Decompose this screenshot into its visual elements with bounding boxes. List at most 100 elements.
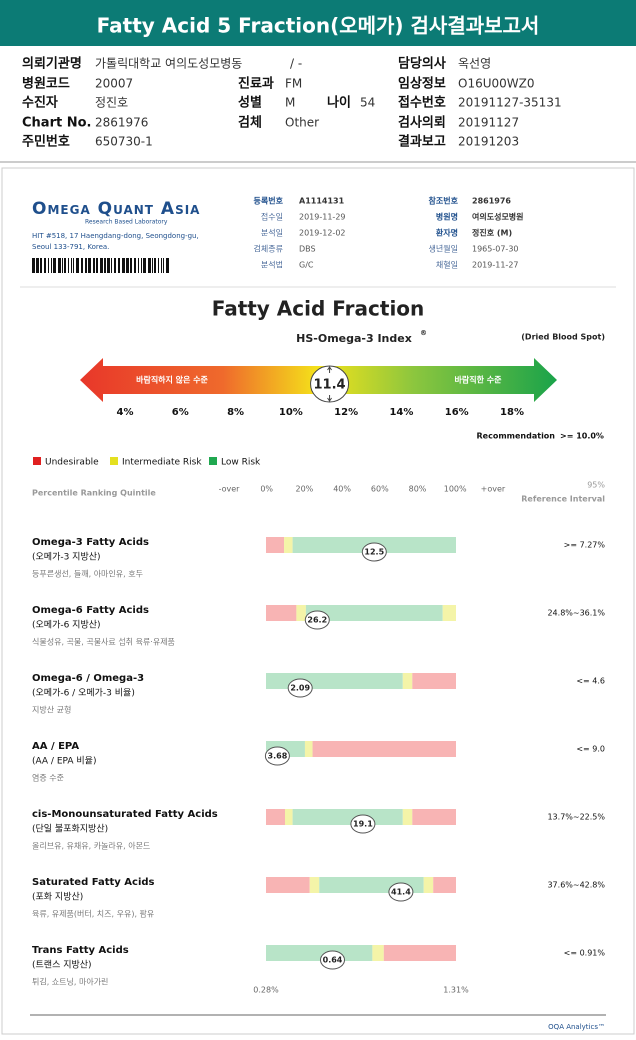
info-value: O16U00WZ0 bbox=[458, 77, 535, 91]
barcode-bar bbox=[32, 258, 35, 273]
barcode-bar bbox=[122, 258, 125, 273]
row-reference: <= 4.6 bbox=[576, 677, 605, 686]
lab-field-value: A1114131 bbox=[299, 197, 345, 206]
recommendation-value: >= 10.0% bbox=[560, 432, 604, 441]
index-title: HS-Omega-3 Index bbox=[296, 332, 412, 345]
barcode-bar bbox=[71, 258, 72, 273]
ref-header: 95% bbox=[587, 481, 605, 490]
gauge-tick-label: 12% bbox=[334, 407, 358, 418]
barcode-bar bbox=[166, 258, 169, 273]
row-foods: 염증 수준 bbox=[32, 774, 64, 783]
zone-segment bbox=[266, 673, 403, 689]
lab-field-label: 등록번호 bbox=[254, 196, 284, 206]
legend-swatch bbox=[209, 457, 217, 465]
row-value: 3.68 bbox=[268, 752, 288, 761]
zone-segment bbox=[412, 673, 456, 689]
scale-label: 20% bbox=[296, 485, 314, 494]
barcode-bar bbox=[36, 258, 39, 273]
row-name: Omega-3 Fatty Acids bbox=[32, 537, 149, 548]
gauge-marker bbox=[310, 365, 350, 403]
info-value: 옥선영 bbox=[458, 57, 491, 71]
info-label: 수진자 bbox=[22, 95, 58, 111]
gauge-value: 11.4 bbox=[314, 378, 346, 393]
lab-tagline: Research Based Laboratory bbox=[85, 219, 168, 226]
barcode-bar bbox=[114, 258, 116, 273]
lab-field-label: 접수일 bbox=[261, 212, 283, 222]
info-value: M bbox=[285, 96, 295, 110]
barcode-bar bbox=[62, 258, 63, 273]
recommendation-label: Recommendation bbox=[477, 432, 556, 441]
info-value: Other bbox=[285, 116, 319, 130]
barcode-bar bbox=[93, 258, 95, 273]
barcode bbox=[32, 258, 169, 273]
row-value: 0.64 bbox=[323, 956, 343, 965]
value-marker bbox=[388, 882, 414, 902]
row-korean: (오메가-6 / 오메가-3 비율) bbox=[32, 688, 135, 699]
legend-label: Undesirable bbox=[45, 458, 99, 468]
gauge-tick-label: 18% bbox=[500, 407, 524, 418]
barcode-bar bbox=[64, 258, 66, 273]
row-korean: (오메가-3 지방산) bbox=[32, 552, 101, 563]
info-label: 주민번호 bbox=[22, 134, 70, 150]
zone-segment bbox=[266, 809, 285, 825]
info-value: / - bbox=[290, 57, 302, 71]
lab-field-value: G/C bbox=[299, 261, 314, 270]
barcode-bar bbox=[138, 258, 139, 273]
info-label: Chart No. bbox=[22, 116, 91, 131]
lab-field-label: 분석법 bbox=[261, 260, 283, 270]
row-korean: (단일 불포화지방산) bbox=[32, 824, 108, 835]
zone-segment bbox=[304, 741, 313, 757]
row-reference: <= 0.91% bbox=[564, 949, 606, 958]
barcode-bar bbox=[152, 258, 153, 273]
zone-segment bbox=[285, 809, 293, 825]
lab-field-value: 2019-12-02 bbox=[299, 229, 346, 238]
row-value: 12.5 bbox=[364, 548, 384, 557]
row-reference: 13.7%~22.5% bbox=[547, 813, 605, 822]
gauge-tick-label: 6% bbox=[172, 407, 189, 418]
lab-field-value: 2019-11-29 bbox=[299, 213, 346, 222]
section-title: Fatty Acid Fraction bbox=[212, 297, 425, 321]
info-label: 나이 bbox=[327, 95, 351, 111]
barcode-bar bbox=[134, 258, 136, 273]
value-marker bbox=[287, 678, 313, 698]
barcode-bar bbox=[81, 258, 83, 273]
lab-field-value: DBS bbox=[299, 245, 316, 254]
row-foods: 등푸른생선, 들깨, 아마인유, 호두 bbox=[32, 569, 143, 579]
lab-field-value: 정진호 (M) bbox=[472, 228, 512, 238]
zone-segment bbox=[433, 877, 456, 893]
info-label: 임상정보 bbox=[398, 76, 446, 92]
barcode-bar bbox=[51, 258, 52, 273]
legend-swatch bbox=[110, 457, 118, 465]
scale-label: +over bbox=[481, 485, 506, 494]
info-value: 54 bbox=[360, 96, 375, 110]
scale-label: 40% bbox=[333, 485, 351, 494]
footer-brand: OQA Analytics™ bbox=[548, 1023, 605, 1031]
barcode-bar bbox=[68, 258, 69, 273]
barcode-bar bbox=[148, 258, 151, 273]
lab-address: HIT #518, 17 Haengdang-dong, Seongdong-g… bbox=[32, 232, 199, 240]
gauge-right-label: 바람직한 수준 bbox=[455, 375, 503, 385]
legend-label: Low Risk bbox=[221, 458, 261, 468]
gauge-tick-label: 10% bbox=[279, 407, 303, 418]
row-reference: 37.6%~42.8% bbox=[547, 881, 605, 890]
info-value: 2861976 bbox=[95, 116, 148, 130]
barcode-bar bbox=[126, 258, 129, 273]
gauge-left-label: 바람직하지 않은 수준 bbox=[136, 375, 208, 385]
row-reference: >= 7.27% bbox=[564, 541, 606, 550]
value-marker bbox=[361, 542, 387, 562]
zone-segment bbox=[402, 673, 413, 689]
lab-field-label: 참조번호 bbox=[429, 196, 459, 206]
barcode-bar bbox=[141, 258, 142, 273]
value-marker bbox=[320, 950, 345, 970]
scale-label: 60% bbox=[371, 485, 389, 494]
row-korean: (트랜스 지방산) bbox=[32, 960, 92, 971]
lab-field-label: 병원명 bbox=[436, 212, 458, 222]
info-label: 의뢰기관명 bbox=[22, 56, 82, 72]
barcode-bar bbox=[104, 258, 106, 273]
barcode-bar bbox=[158, 258, 159, 273]
lab-field-label: 생년월일 bbox=[429, 244, 458, 254]
barcode-bar bbox=[161, 258, 162, 273]
lab-field-label: 채혈일 bbox=[436, 260, 458, 270]
gauge-marker-arrow bbox=[327, 366, 332, 402]
barcode-bar bbox=[58, 258, 61, 273]
